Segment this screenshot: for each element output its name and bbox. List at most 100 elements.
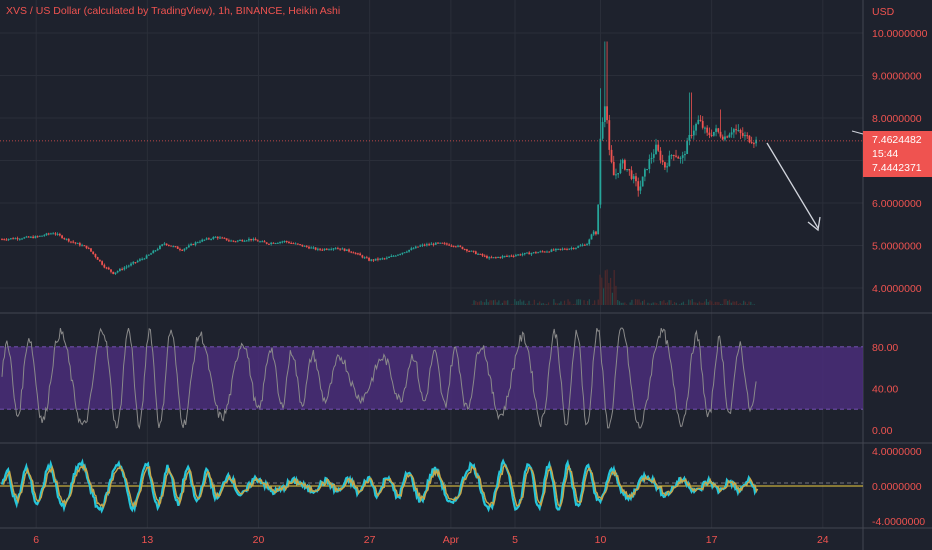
volume-bar-93 bbox=[636, 299, 638, 305]
price-tick-label: 9.0000000 bbox=[872, 71, 922, 83]
candle-body-60 bbox=[134, 262, 137, 264]
candle-body-328 bbox=[730, 132, 733, 135]
candle-body-94 bbox=[210, 238, 213, 240]
candle-body-147 bbox=[328, 249, 330, 251]
volume-bar-4 bbox=[478, 301, 480, 305]
candle-body-69 bbox=[154, 250, 157, 252]
candle-body-320 bbox=[712, 131, 715, 136]
candle-body-254 bbox=[566, 249, 568, 251]
candle-body-87 bbox=[194, 242, 197, 245]
candle-body-148 bbox=[330, 249, 333, 251]
candle-body-179 bbox=[399, 253, 402, 255]
price-tick-label: 10.0000000 bbox=[872, 28, 928, 40]
candle-body-145 bbox=[323, 248, 326, 250]
candle-body-152 bbox=[339, 248, 342, 250]
candle-body-241 bbox=[537, 252, 540, 254]
volume-bar-138 bbox=[716, 301, 718, 305]
stochastic-pane[interactable] bbox=[0, 327, 863, 430]
time-axis[interactable]: 6 13 20 27 Apr 5 10 17 24 bbox=[33, 534, 829, 546]
volume-bar-107 bbox=[661, 301, 663, 305]
candle-body-298 bbox=[664, 162, 666, 168]
volume-bar-116 bbox=[677, 304, 679, 305]
volume-bar-85 bbox=[622, 302, 624, 305]
candle-body-189 bbox=[421, 244, 424, 246]
candle-body-45 bbox=[101, 261, 104, 265]
candle-body-270 bbox=[601, 121, 604, 139]
volume-bar-43 bbox=[547, 302, 550, 305]
candle-body-116 bbox=[259, 241, 261, 243]
price-candles[interactable] bbox=[1, 41, 758, 275]
volume-bar-49 bbox=[558, 303, 560, 305]
candle-body-256 bbox=[570, 248, 573, 250]
candle-body-252 bbox=[561, 248, 564, 250]
candle-body-111 bbox=[248, 238, 250, 241]
candle-body-138 bbox=[308, 246, 310, 249]
candle-body-161 bbox=[359, 253, 362, 256]
candle-body-266 bbox=[592, 231, 595, 235]
candle-body-126 bbox=[281, 241, 284, 243]
candle-body-39 bbox=[87, 248, 90, 250]
candle-body-129 bbox=[288, 241, 290, 243]
volume-bar-79 bbox=[611, 292, 614, 305]
osc-tick-label: 0.0000000 bbox=[872, 481, 922, 493]
candle-body-260 bbox=[579, 245, 582, 247]
volume-bar-73 bbox=[601, 277, 603, 305]
time-tick-label: 27 bbox=[364, 534, 376, 546]
candle-body-15 bbox=[34, 236, 37, 239]
candle-body-57 bbox=[127, 265, 130, 267]
candle-body-299 bbox=[666, 166, 669, 168]
candle-body-184 bbox=[410, 248, 413, 250]
volume-bar-14 bbox=[496, 302, 498, 305]
candle-body-246 bbox=[548, 251, 551, 253]
candle-body-287 bbox=[639, 186, 642, 191]
candle-body-59 bbox=[132, 262, 135, 264]
candle-body-198 bbox=[441, 242, 444, 244]
volume-bar-48 bbox=[556, 303, 559, 305]
candle-body-321 bbox=[715, 128, 717, 132]
volume-bar-96 bbox=[641, 301, 644, 305]
time-tick-label: 17 bbox=[706, 534, 718, 546]
candle-body-334 bbox=[744, 135, 746, 137]
stoch-tick-label: 80.00 bbox=[872, 342, 898, 354]
volume-bar-110 bbox=[666, 302, 669, 305]
stoch-band bbox=[0, 346, 863, 410]
candle-body-333 bbox=[741, 133, 744, 136]
candle-body-24 bbox=[54, 233, 57, 235]
candle-body-137 bbox=[305, 245, 308, 247]
candle-body-12 bbox=[27, 236, 30, 238]
candle-body-63 bbox=[141, 258, 144, 260]
candle-body-173 bbox=[385, 257, 388, 259]
candle-body-47 bbox=[105, 267, 108, 269]
volume-bar-38 bbox=[539, 301, 541, 305]
volume-bar-153 bbox=[743, 300, 745, 305]
volume-bar-119 bbox=[682, 301, 684, 305]
candle-body-88 bbox=[196, 242, 199, 244]
candle-body-240 bbox=[534, 252, 537, 254]
candle-body-89 bbox=[199, 241, 201, 243]
candle-body-227 bbox=[506, 255, 508, 257]
candle-body-221 bbox=[492, 257, 495, 259]
candle-body-232 bbox=[517, 254, 519, 256]
candle-body-234 bbox=[521, 254, 524, 256]
candle-body-35 bbox=[78, 243, 81, 246]
volume-bar-47 bbox=[555, 302, 557, 305]
volume-bar-114 bbox=[673, 302, 676, 305]
candle-body-135 bbox=[301, 244, 304, 247]
candle-body-132 bbox=[294, 243, 297, 245]
volume-bar-33 bbox=[530, 304, 532, 305]
candle-body-149 bbox=[332, 248, 335, 250]
candle-body-280 bbox=[623, 160, 626, 170]
candle-body-315 bbox=[701, 120, 704, 128]
chart-grid bbox=[0, 0, 863, 528]
candle-body-153 bbox=[341, 248, 344, 250]
candle-body-226 bbox=[503, 255, 506, 257]
candle-body-86 bbox=[192, 244, 195, 246]
volume-bar-42 bbox=[546, 304, 548, 305]
candle-body-165 bbox=[368, 257, 370, 261]
candle-body-27 bbox=[61, 235, 63, 239]
oscillator-pane[interactable] bbox=[0, 458, 863, 514]
candle-body-18 bbox=[41, 235, 43, 237]
candle-body-263 bbox=[586, 244, 588, 246]
candle-body-170 bbox=[379, 258, 382, 260]
